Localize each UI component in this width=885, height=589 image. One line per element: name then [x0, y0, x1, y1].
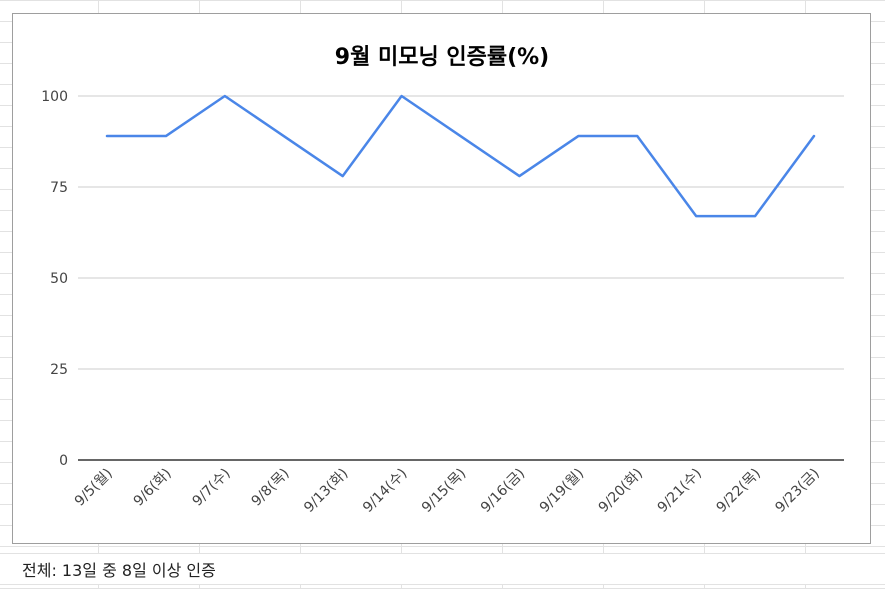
data-point[interactable] — [279, 131, 289, 141]
x-tick-label: 9/16(금) — [478, 466, 528, 516]
data-point[interactable] — [220, 91, 230, 101]
data-point[interactable] — [809, 131, 819, 141]
x-tick-label: 9/23(금) — [772, 466, 822, 516]
data-point[interactable] — [573, 131, 583, 141]
x-tick-label: 9/19(월) — [537, 466, 587, 516]
y-tick-label: 50 — [50, 271, 68, 287]
y-tick-label: 75 — [50, 180, 68, 196]
x-tick-label: 9/7(수) — [190, 466, 234, 510]
chart-title: 9월 미모닝 인증률(%) — [335, 45, 549, 70]
series-line[interactable] — [105, 94, 816, 218]
data-point[interactable] — [691, 211, 701, 221]
y-tick-label: 100 — [41, 89, 68, 105]
x-tick-label: 9/8(목) — [248, 466, 292, 510]
data-point[interactable] — [514, 171, 524, 181]
x-tick-label: 9/5(월) — [72, 466, 116, 510]
x-tick-label: 9/6(화) — [131, 466, 175, 510]
data-point[interactable] — [338, 171, 348, 181]
series-layer — [102, 91, 819, 221]
y-axis-tick-labels: 0 25 50 75 100 — [41, 89, 68, 469]
y-tick-label: 25 — [50, 362, 68, 378]
x-axis-tick-labels: 9/5(월) 9/6(화) 9/7(수) 9/8(목) 9/13(화) 9/14(수) 9/… — [72, 466, 823, 516]
x-tick-label: 9/14(수) — [360, 466, 410, 516]
data-point[interactable] — [750, 211, 760, 221]
x-tick-label: 9/13(화) — [301, 466, 351, 516]
data-point[interactable] — [456, 131, 466, 141]
y-tick-label: 0 — [59, 453, 68, 469]
x-tick-label: 9/15(목) — [419, 466, 469, 516]
x-tick-label: 9/22(목) — [714, 466, 764, 516]
gridlines — [78, 95, 844, 461]
data-point[interactable] — [397, 91, 407, 101]
data-point[interactable] — [632, 131, 642, 141]
x-tick-label: 9/20(화) — [596, 466, 646, 516]
note-cell[interactable] — [0, 553, 885, 585]
data-point[interactable] — [161, 131, 171, 141]
summary-note: 전체: 13일 중 8일 이상 인증 — [22, 561, 216, 580]
data-point[interactable] — [102, 131, 112, 141]
x-tick-label: 9/21(수) — [655, 466, 705, 516]
